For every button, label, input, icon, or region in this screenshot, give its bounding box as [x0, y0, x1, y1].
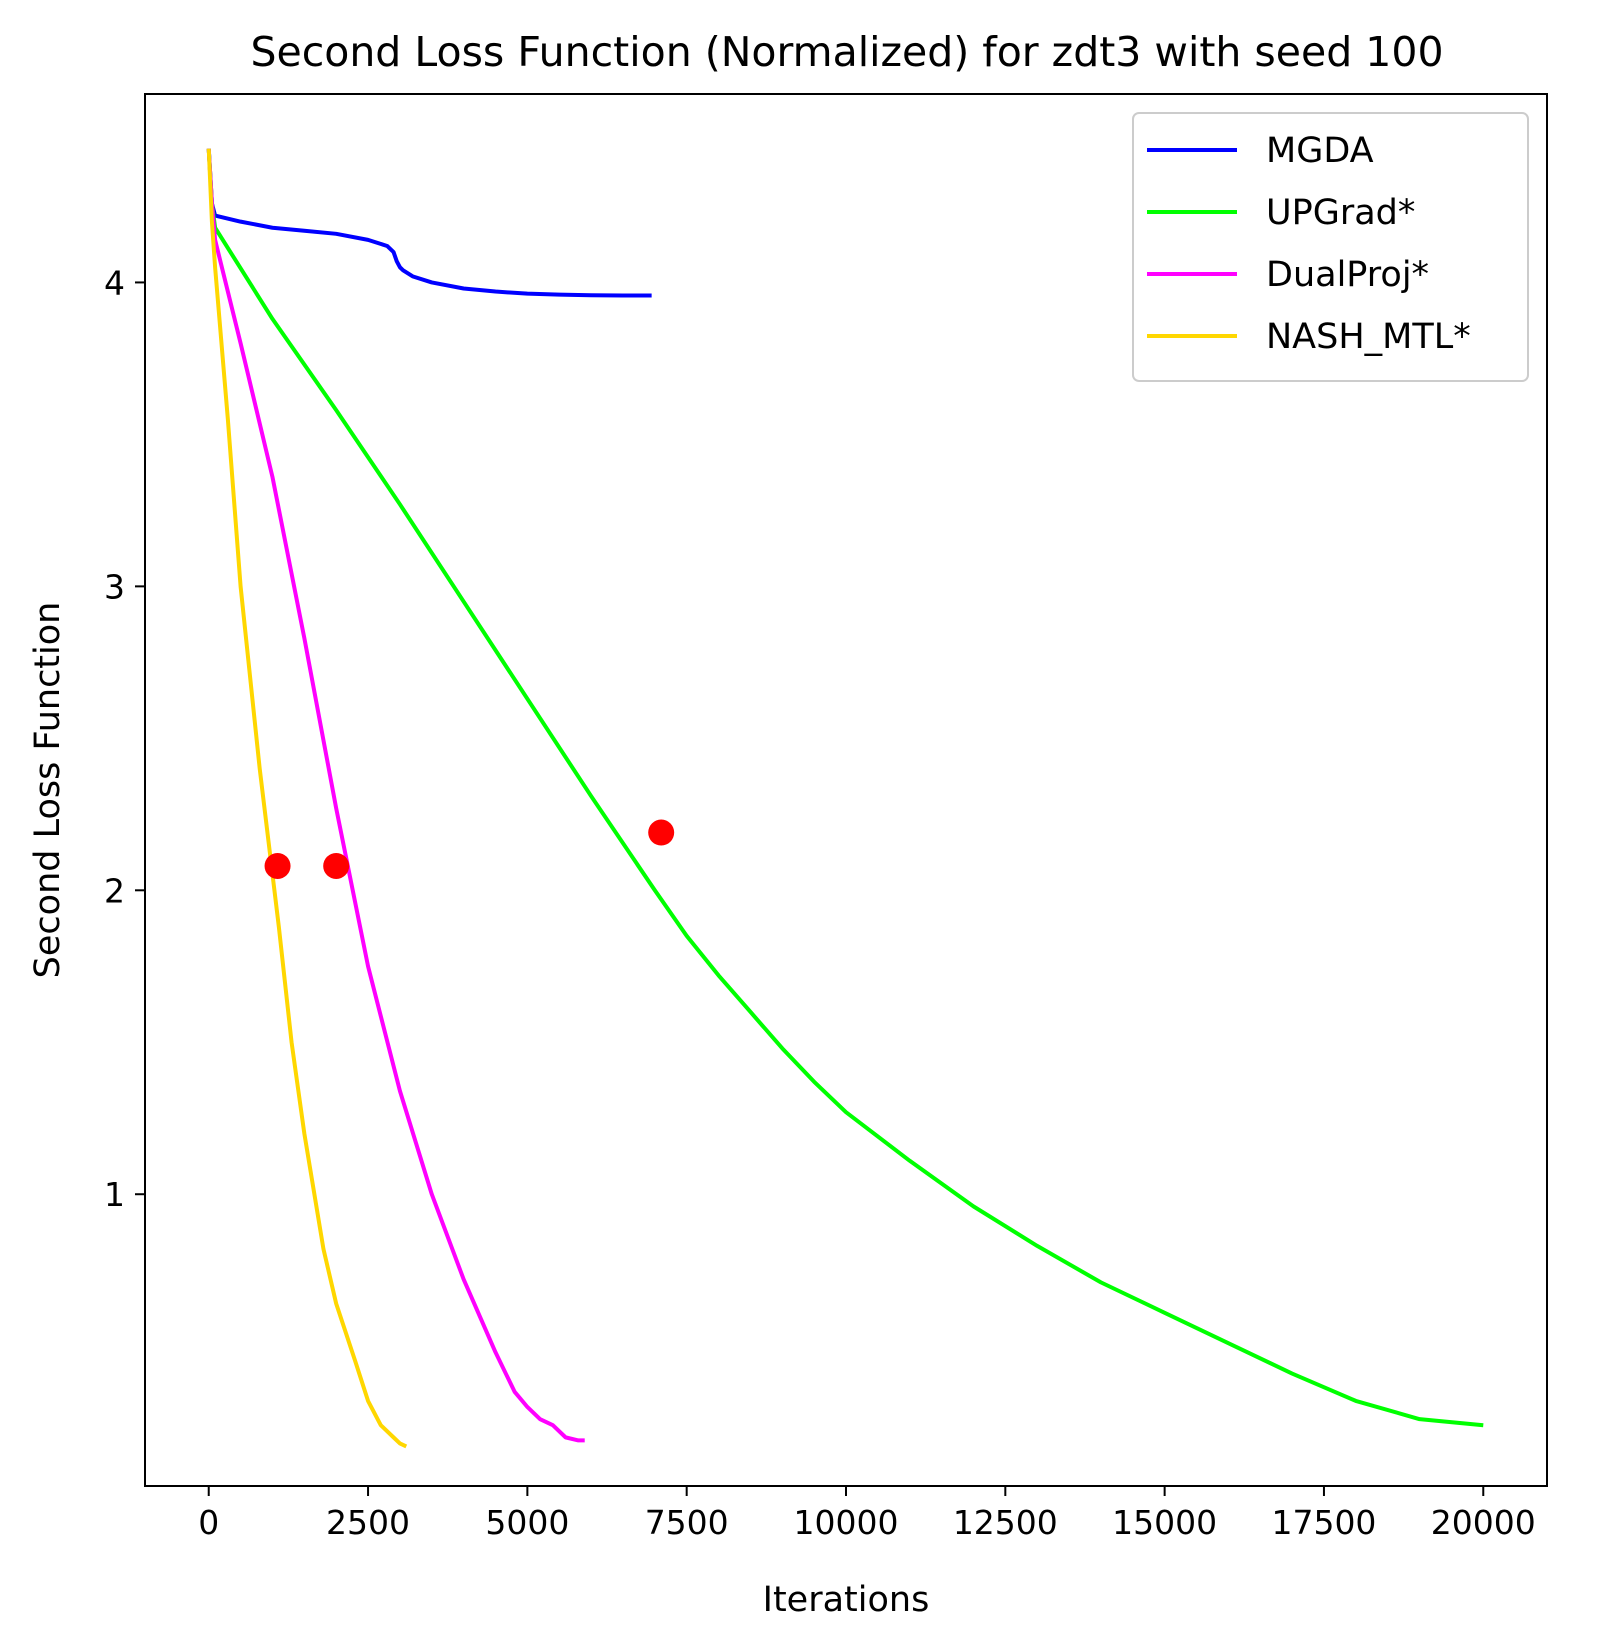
- x-tick-label: 0: [198, 1503, 219, 1542]
- x-tick-label: 2500: [326, 1503, 410, 1542]
- series-line-nash-mtl: [206, 148, 408, 1449]
- highlight-point-3: [648, 819, 675, 846]
- y-axis-title: Second Loss Function: [28, 602, 68, 979]
- y-tick-label: 3: [104, 567, 125, 606]
- legend-label: NASH_MTL*: [1266, 317, 1471, 357]
- chart-title: Second Loss Function (Normalized) for zd…: [250, 28, 1443, 76]
- x-tick-label: 10000: [794, 1503, 899, 1542]
- legend-label: DualProj*: [1266, 255, 1429, 295]
- x-axis-ticks: 0 2500 5000 7500 10000 12500 15000 17500 20000: [198, 1486, 1536, 1542]
- x-tick-label: 17500: [1271, 1503, 1376, 1542]
- y-tick-label: 1: [104, 1175, 125, 1214]
- series-layer: [206, 148, 1484, 1449]
- highlight-point-2: [323, 852, 350, 879]
- y-axis-ticks: 1 2 3 4: [104, 263, 145, 1214]
- x-tick-label: 5000: [485, 1503, 569, 1542]
- series-line-upgrad: [206, 148, 1484, 1428]
- x-tick-label: 7500: [645, 1503, 729, 1542]
- y-tick-label: 2: [104, 871, 125, 910]
- series-line-dualproj: [206, 148, 585, 1443]
- legend-label: MGDA: [1266, 131, 1374, 171]
- x-axis-title: Iterations: [763, 1580, 930, 1620]
- legend: MGDA UPGrad* DualProj* NASH_MTL*: [1132, 112, 1529, 382]
- x-tick-label: 12500: [953, 1503, 1058, 1542]
- y-tick-label: 4: [104, 263, 125, 302]
- x-tick-label: 15000: [1112, 1503, 1217, 1542]
- legend-label: UPGrad*: [1266, 193, 1415, 233]
- marker-layer: [264, 819, 675, 879]
- highlight-point-1: [264, 852, 291, 879]
- x-tick-label: 20000: [1431, 1503, 1536, 1542]
- legend-frame: [1132, 112, 1529, 382]
- series-line-mgda: [206, 148, 652, 298]
